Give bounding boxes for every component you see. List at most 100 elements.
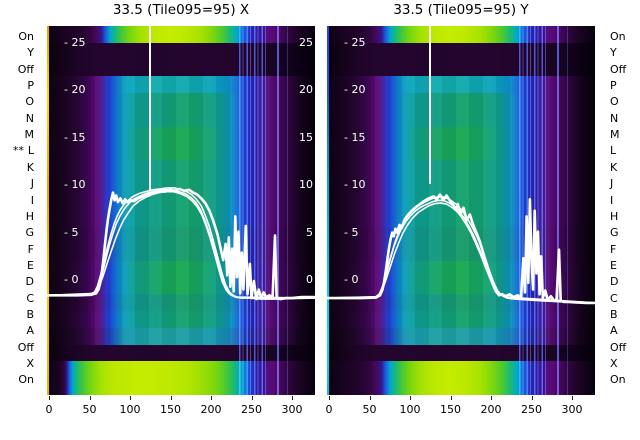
row-label-text: F: [610, 242, 617, 256]
row-label-l-7: L: [610, 143, 616, 159]
xtick-label-200: 200: [480, 403, 502, 416]
heatmap-panel-x: - 25 25 - 20 20 - 15 15 - 10 10 - 5 5 - 0 0: [47, 26, 315, 395]
row-label-f-13: F: [28, 242, 34, 258]
row-label-x-20: X: [26, 356, 34, 372]
row-label-text: L: [610, 144, 617, 158]
calibration-spike-line: [429, 26, 432, 185]
row-label-text: A: [610, 324, 618, 338]
row-label-text: F: [27, 242, 34, 256]
ytick-left-0: - 0: [344, 273, 359, 286]
heatmap-row-i-10: [47, 193, 315, 211]
row-label-text: Off: [610, 62, 627, 76]
heatmap-row-f-13: [327, 243, 595, 261]
row-label-i-10: I: [31, 193, 34, 209]
row-label-text: O: [610, 95, 619, 109]
heatmap-row-d-15: [327, 277, 595, 295]
ytick-left-25: - 25: [344, 35, 366, 49]
heatmap-panel-y: - 25 - 20 - 15 - 10 - 5 - 0: [327, 26, 595, 395]
heatmap-row-a-18: [327, 327, 595, 345]
xtick-mark-200: [211, 396, 213, 400]
heatmap-row-h-11: [47, 210, 315, 228]
row-label-text: K: [26, 160, 34, 174]
xtick-mark-300: [292, 396, 294, 400]
row-label-m-6: M: [25, 127, 35, 143]
heatmap-row-m-6: [327, 126, 595, 144]
xtick-mark-250: [251, 396, 253, 400]
heatmap-rows: [327, 26, 595, 395]
star-marker: **: [12, 144, 24, 158]
row-label-d-15: D: [26, 274, 34, 290]
row-label-g-12: G: [25, 225, 34, 241]
xtick-mark-50: [369, 396, 371, 400]
heatmap-row-off-2: [327, 59, 595, 77]
row-label-n-5: N: [26, 111, 34, 127]
row-label-text: P: [610, 79, 617, 93]
xtick-mark-300: [572, 396, 574, 400]
heatmap-row-k-8: [47, 160, 315, 177]
row-label-text: J: [610, 177, 614, 191]
row-label-text: Y: [27, 46, 34, 60]
heatmap-row-o-4: [327, 93, 595, 110]
heatmap-row-j-9: [47, 176, 315, 194]
row-label-text: I: [610, 193, 614, 207]
heatmap-row-n-5: [47, 109, 315, 127]
heatmap-row-i-10: [327, 193, 595, 211]
rfi-stripe-line-2: [566, 26, 569, 395]
row-label-off-19: Off: [610, 340, 626, 356]
row-label-text: C: [610, 291, 618, 305]
heatmap-row-off-2: [47, 59, 315, 77]
row-label-text: Off: [610, 340, 627, 354]
xtick-label-250: 250: [241, 403, 262, 416]
row-label-off-2: Off: [18, 62, 34, 78]
ytick-left-5: - 5: [64, 225, 79, 239]
row-label-c-16: C: [26, 291, 34, 307]
row-label-text: N: [610, 111, 619, 125]
row-label-text: X: [610, 357, 618, 370]
ytick-right-25: 25: [299, 35, 313, 49]
row-label-b-17: B: [26, 307, 34, 323]
heatmap-row-y-1: [47, 42, 315, 60]
row-label-text: On: [18, 30, 34, 43]
row-label-f-13: F: [610, 242, 616, 258]
heatmap-row-on-21: [47, 378, 315, 395]
x-axis-right: 0 50 100 150 200 250 300: [325, 395, 595, 423]
heatmap-row-on-0: [47, 26, 315, 43]
row-label-off-19: Off: [18, 340, 34, 356]
row-label-y-1: Y: [610, 45, 617, 61]
row-label-a-18: A: [26, 323, 34, 339]
ytick-right-20: 20: [299, 83, 313, 96]
row-label-p-3: P: [27, 78, 34, 94]
row-label-o-4: O: [610, 94, 619, 110]
xtick-label-0: 0: [45, 403, 53, 416]
panel-edge-line: [327, 26, 329, 395]
heatmap-row-l-7: [47, 143, 315, 161]
row-label-text: Off: [17, 340, 34, 354]
row-label-text: B: [26, 307, 34, 321]
xtick-mark-50: [89, 396, 91, 400]
xtick-label-300: 300: [561, 403, 583, 416]
xtick-label-0: 0: [325, 403, 333, 416]
xtick-label-150: 150: [160, 403, 181, 416]
row-label-text: B: [610, 307, 618, 321]
heatmap-row-x-20: [327, 361, 595, 379]
ytick-right-5: 5: [306, 225, 313, 239]
row-label-e-14: E: [610, 258, 617, 274]
row-label-m-6: M: [610, 127, 620, 143]
row-label-c-16: C: [610, 291, 618, 307]
row-label-on-21: On: [610, 372, 626, 388]
heatmap-row-l-7: [327, 143, 595, 161]
ytick-right-15: 15: [299, 130, 313, 144]
row-label-l-7: ** L: [13, 143, 34, 159]
xtick-mark-250: [531, 396, 533, 400]
row-label-text: Off: [17, 62, 34, 76]
row-label-d-15: D: [610, 274, 618, 290]
row-label-text: G: [25, 226, 34, 240]
heatmap-row-g-12: [327, 227, 595, 244]
heatmap-row-o-4: [47, 93, 315, 110]
row-label-j-9: J: [610, 176, 613, 192]
xtick-mark-100: [410, 396, 412, 400]
row-label-i-10: I: [610, 193, 613, 209]
panel-edge-line: [47, 26, 49, 395]
row-label-text: N: [25, 111, 34, 125]
xtick-mark-150: [170, 396, 172, 400]
